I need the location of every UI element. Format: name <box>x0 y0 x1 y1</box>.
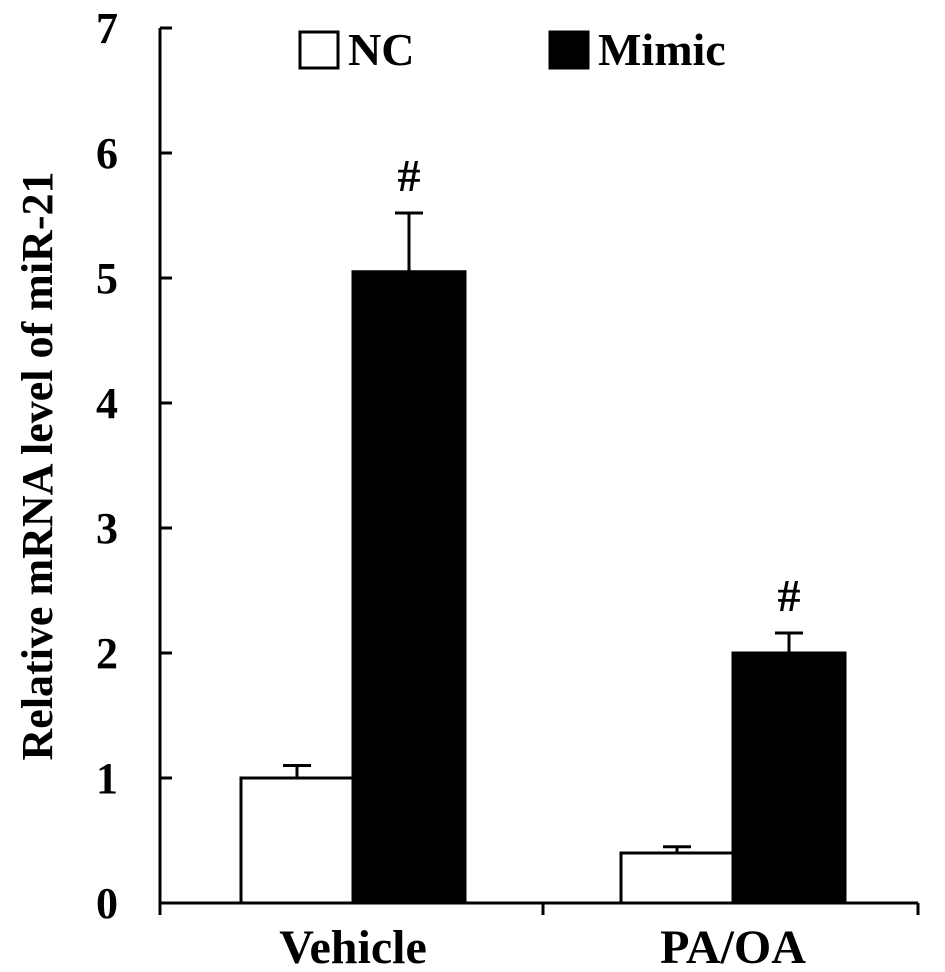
x-tick-label: PA/OA <box>660 921 806 972</box>
legend-label-mimic: Mimic <box>598 24 726 75</box>
y-tick-label: 4 <box>96 379 118 428</box>
x-tick-label: Vehicle <box>279 921 427 972</box>
bar-mimic-pa-oa <box>731 651 847 905</box>
legend-swatch-nc <box>298 30 340 70</box>
y-tick-label: 7 <box>96 4 118 53</box>
y-tick-label: 5 <box>96 254 118 303</box>
y-tick-label: 2 <box>96 629 118 678</box>
y-tick-label: 3 <box>96 504 118 553</box>
legend: NC Mimic <box>298 24 726 75</box>
legend-swatch-mimic <box>548 30 590 70</box>
y-axis-title: Relative mRNA level of miR-21 <box>13 172 62 761</box>
y-tick-label: 0 <box>96 879 118 928</box>
y-tick-label: 1 <box>96 754 118 803</box>
bar-nc-pa-oa <box>619 851 735 905</box>
bars: ## <box>239 150 847 905</box>
legend-label-nc: NC <box>348 24 414 75</box>
y-tick-label: 6 <box>96 129 118 178</box>
significance-marker: # <box>778 570 801 621</box>
bar-mimic-vehicle <box>351 270 467 905</box>
bar-nc-vehicle <box>239 776 355 905</box>
axes: 0 1 2 3 4 5 6 7 Vehicle PA/OA <box>96 4 920 972</box>
significance-marker: # <box>398 150 421 201</box>
